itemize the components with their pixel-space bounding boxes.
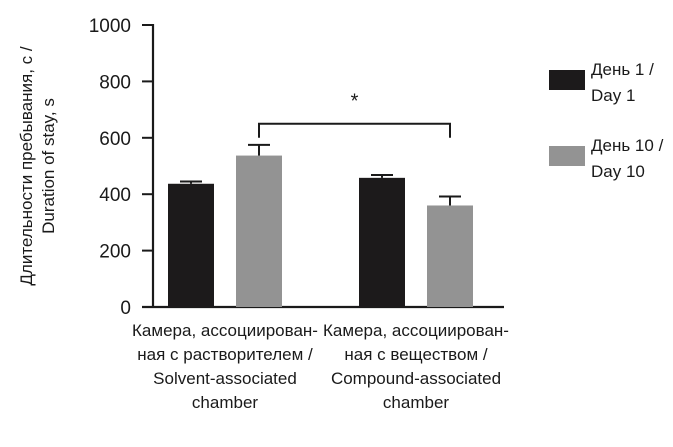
x-category-label-2-line-1: Камера, ассоциирован- (323, 321, 509, 340)
bar-series2-category1 (236, 155, 282, 307)
bar-series2-category2 (427, 205, 473, 307)
y-tick-label-400: 400 (99, 185, 131, 206)
x-category-label-2: Камера, ассоциирован-ная с веществом / Co… (323, 321, 509, 412)
y-axis-title: Длительности пребывания, с / Duration of … (17, 46, 58, 285)
legend-label-series2: День 10 / Day 10 (591, 136, 664, 181)
y-tick-label-600: 600 (99, 129, 131, 150)
bar-series1-category1 (168, 183, 214, 307)
x-category-label-1-line-4: chamber (192, 393, 258, 412)
legend: День 1 / Day 1 День 10 / Day 10 (549, 60, 664, 181)
bar-series1-category2 (359, 177, 405, 307)
legend-label-series2-line-1: День 10 / (591, 136, 664, 155)
x-category-label-2-line-4: chamber (383, 393, 449, 412)
significance-layer: * (258, 91, 451, 138)
legend-swatch-series1 (549, 70, 585, 90)
x-category-label-1-line-2: ная с растворителем / (137, 345, 313, 364)
y-tick-label-800: 800 (99, 72, 131, 93)
significance-label-1: * (351, 91, 359, 113)
error-bars-layer (180, 143, 461, 206)
y-axis-title-line-1: Длительности пребывания, с / (17, 46, 36, 285)
x-category-label-2-line-2: ная с веществом / (344, 345, 488, 364)
axes-layer: 0 200 400 600 800 1000 Длительности пребывания… (17, 16, 504, 319)
significance-bracket-1 (258, 122, 451, 138)
y-axis-title-line-2: Duration of stay, s (39, 98, 58, 234)
x-category-label-1-line-3: Solvent-associated (153, 369, 297, 388)
legend-label-series1-line-1: День 1 / (591, 60, 654, 79)
legend-label-series2-line-2: Day 10 (591, 162, 645, 181)
x-category-label-2-line-3: Compound-associated (331, 369, 501, 388)
x-category-label-1-line-1: Камера, ассоциирован- (132, 321, 318, 340)
y-tick-label-0: 0 (120, 298, 131, 319)
legend-label-series1-line-2: Day 1 (591, 86, 635, 105)
labels-layer: Камера, ассоциирован-ная с растворителем… (132, 321, 509, 412)
bars-layer (168, 155, 473, 307)
y-tick-label-200: 200 (99, 242, 131, 263)
y-tick-label-1000: 1000 (89, 16, 131, 37)
legend-swatch-series2 (549, 146, 585, 166)
x-category-label-1: Камера, ассоциирован-ная с растворителем… (132, 321, 318, 412)
legend-label-series1: День 1 / Day 1 (591, 60, 654, 105)
